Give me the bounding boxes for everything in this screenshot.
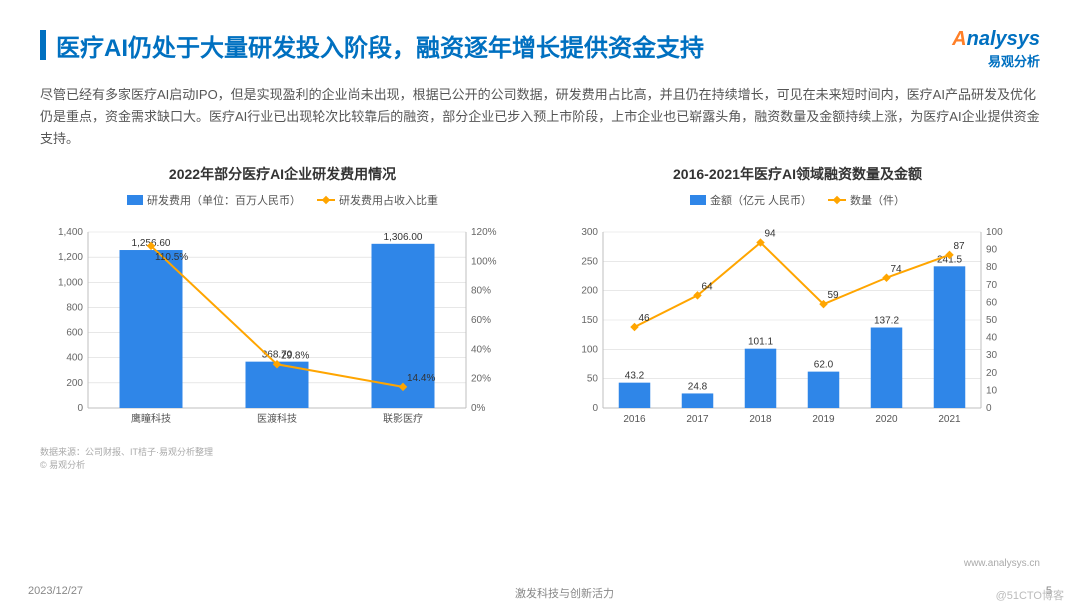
- svg-text:600: 600: [66, 328, 83, 339]
- svg-text:0: 0: [77, 403, 83, 414]
- svg-text:1,306.00: 1,306.00: [384, 232, 423, 243]
- svg-text:14.4%: 14.4%: [407, 373, 435, 384]
- description-text: 尽管已经有多家医疗AI启动IPO，但是实现盈利的企业尚未出现，根据已公开的公司数…: [40, 84, 1040, 150]
- svg-text:101.1: 101.1: [748, 337, 773, 348]
- legend-bar-swatch-icon: [127, 195, 143, 205]
- legend-line-swatch-icon: [828, 199, 846, 201]
- svg-text:1,400: 1,400: [58, 227, 83, 238]
- svg-text:2021: 2021: [938, 414, 961, 425]
- footer-date: 2023/12/27: [28, 585, 83, 601]
- svg-text:50: 50: [986, 315, 998, 326]
- svg-text:43.2: 43.2: [625, 371, 645, 382]
- svg-text:29.8%: 29.8%: [281, 351, 309, 362]
- svg-text:74: 74: [891, 264, 903, 275]
- svg-text:100%: 100%: [471, 257, 497, 268]
- svg-text:90: 90: [986, 245, 998, 256]
- svg-text:医渡科技: 医渡科技: [257, 412, 297, 425]
- right-chart-svg: 0 50 100 150 200 250 300 0 10 20 30 40 50 60 70 80 90 100…: [555, 214, 1025, 434]
- svg-text:1,200: 1,200: [58, 252, 83, 263]
- svg-text:0: 0: [592, 403, 598, 414]
- left-chart-title: 2022年部分医疗AI企业研发费用情况: [40, 164, 525, 184]
- svg-text:200: 200: [66, 378, 83, 389]
- svg-text:400: 400: [66, 353, 83, 364]
- right-chart-title: 2016-2021年医疗AI领域融资数量及金额: [555, 164, 1040, 184]
- legend-line-swatch-icon: [317, 199, 335, 201]
- svg-text:94: 94: [765, 229, 777, 240]
- svg-text:64: 64: [702, 282, 714, 293]
- svg-text:62.0: 62.0: [814, 360, 834, 371]
- svg-text:110.5%: 110.5%: [155, 252, 188, 263]
- svg-text:800: 800: [66, 303, 83, 314]
- svg-text:0%: 0%: [471, 403, 486, 414]
- footer-center: 激发科技与创新活力: [515, 585, 614, 601]
- svg-text:2019: 2019: [812, 414, 835, 425]
- svg-text:87: 87: [954, 241, 966, 252]
- svg-text:24.8: 24.8: [688, 382, 708, 393]
- right-chart-box: 2016-2021年医疗AI领域融资数量及金额 金额（亿元 人民币） 数量（件）…: [555, 164, 1040, 471]
- svg-text:80%: 80%: [471, 286, 491, 297]
- svg-text:250: 250: [581, 257, 598, 268]
- svg-text:46: 46: [639, 313, 651, 324]
- svg-text:60: 60: [986, 298, 998, 309]
- svg-text:20: 20: [986, 368, 998, 379]
- right-legend: 金额（亿元 人民币） 数量（件）: [555, 192, 1040, 208]
- left-legend: 研发费用（单位：百万人民币） 研发费用占收入比重: [40, 192, 525, 208]
- svg-text:200: 200: [581, 286, 598, 297]
- legend-bar-label: 研发费用（单位：百万人民币）: [147, 192, 301, 208]
- left-chart-box: 2022年部分医疗AI企业研发费用情况 研发费用（单位：百万人民币） 研发费用占…: [40, 164, 525, 471]
- svg-text:60%: 60%: [471, 315, 491, 326]
- svg-text:70: 70: [986, 280, 998, 291]
- page-title: 医疗AI仍处于大量研发投入阶段，融资逐年增长提供资金支持: [56, 28, 952, 63]
- svg-text:120%: 120%: [471, 227, 497, 238]
- svg-text:150: 150: [581, 315, 598, 326]
- svg-text:2020: 2020: [875, 414, 898, 425]
- legend-bar-swatch-icon: [690, 195, 706, 205]
- svg-text:0: 0: [986, 403, 992, 414]
- svg-text:100: 100: [581, 345, 598, 356]
- svg-text:2017: 2017: [686, 414, 709, 425]
- legend-line-label: 研发费用占收入比重: [339, 192, 438, 208]
- svg-text:50: 50: [587, 374, 599, 385]
- header: 医疗AI仍处于大量研发投入阶段，融资逐年增长提供资金支持 Analysys 易观…: [40, 28, 1040, 70]
- logo: Analysys 易观分析: [952, 28, 1040, 70]
- svg-text:联影医疗: 联影医疗: [383, 412, 423, 425]
- svg-text:2016: 2016: [623, 414, 646, 425]
- svg-text:40: 40: [986, 333, 998, 344]
- svg-text:鹰瞳科技: 鹰瞳科技: [131, 412, 171, 425]
- site-url: www.analysys.cn: [964, 558, 1040, 569]
- copyright: © 易观分析: [40, 458, 525, 471]
- svg-text:100: 100: [986, 227, 1003, 238]
- svg-text:59: 59: [828, 290, 840, 301]
- logo-subtitle: 易观分析: [952, 51, 1040, 70]
- svg-text:80: 80: [986, 262, 998, 273]
- svg-text:30: 30: [986, 350, 998, 361]
- svg-text:10: 10: [986, 386, 998, 397]
- watermark: @51CTO博客: [996, 587, 1064, 603]
- svg-text:137.2: 137.2: [874, 316, 899, 327]
- source-note: 数据来源：公司财报、IT桔子·易观分析整理: [40, 445, 525, 458]
- svg-text:20%: 20%: [471, 374, 491, 385]
- left-chart-svg: 0 200 400 600 800 1,000 1,200 1,400 0% 20% 40% 60% 8…: [40, 214, 510, 434]
- logo-brand: Analysys: [952, 28, 1040, 51]
- svg-text:2018: 2018: [749, 414, 772, 425]
- svg-text:40%: 40%: [471, 345, 491, 356]
- svg-text:1,000: 1,000: [58, 278, 83, 289]
- svg-text:300: 300: [581, 227, 598, 238]
- legend-bar-label: 金额（亿元 人民币）: [710, 192, 812, 208]
- legend-line-label: 数量（件）: [850, 192, 905, 208]
- title-accent-bar: [40, 30, 46, 60]
- footer: 2023/12/27 激发科技与创新活力 5: [0, 585, 1080, 601]
